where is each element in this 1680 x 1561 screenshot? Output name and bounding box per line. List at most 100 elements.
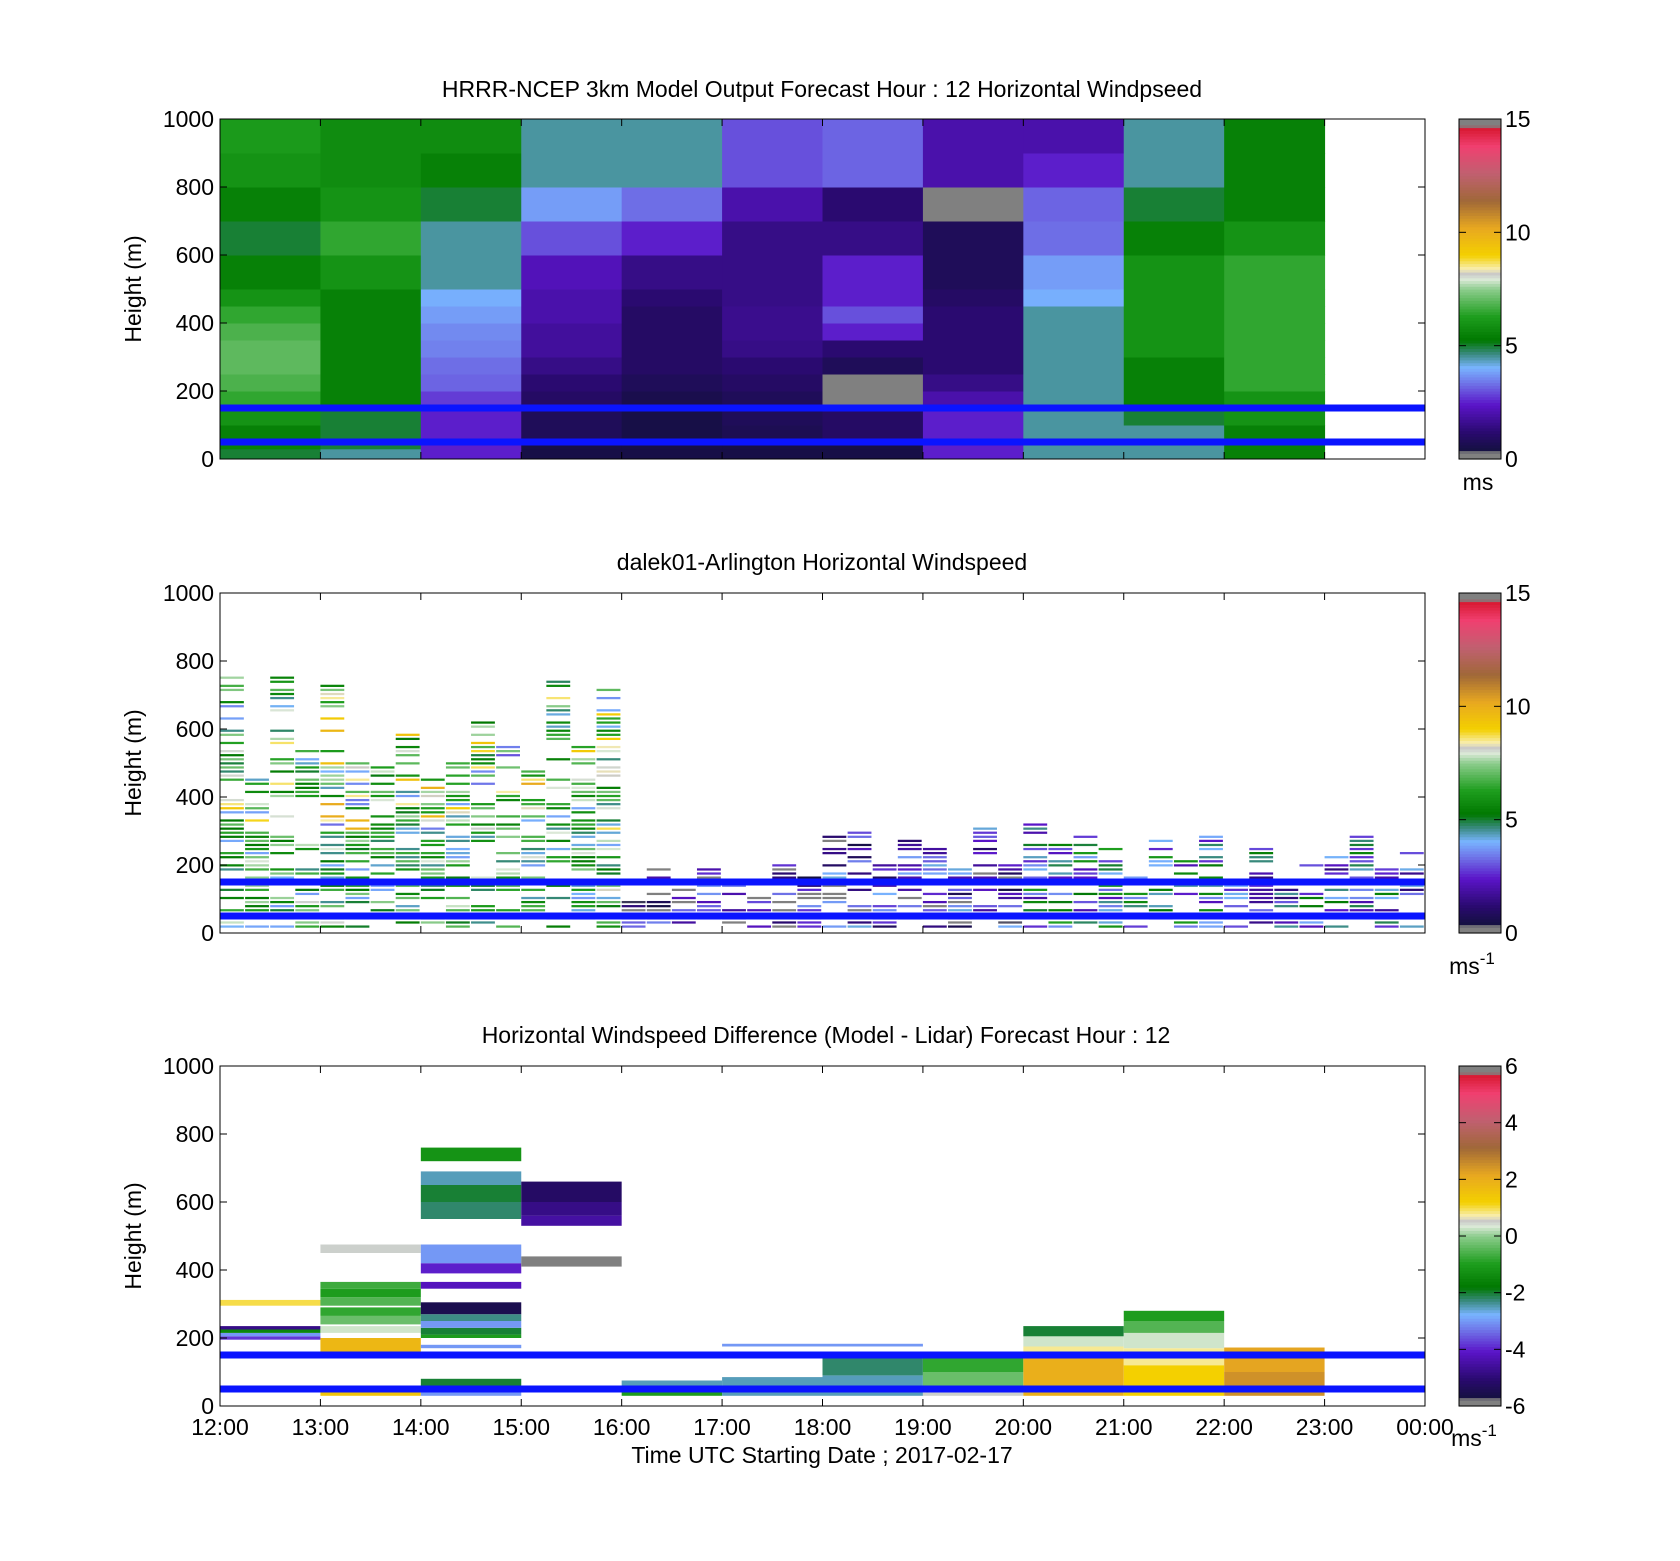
- sample-cell: [1199, 835, 1223, 838]
- sample-cell: [471, 803, 495, 806]
- colorbar-step: [1459, 839, 1501, 843]
- sample-cell: [496, 868, 520, 871]
- sample-cell: [1048, 872, 1073, 875]
- sample-cell: [445, 847, 470, 851]
- colorbar-step: [1459, 802, 1501, 807]
- heatmap-cell: [220, 425, 321, 440]
- sample-cell: [1374, 909, 1399, 912]
- sample-cell: [395, 745, 420, 749]
- sample-cell: [370, 831, 395, 834]
- sample-cell: [320, 774, 345, 777]
- sample-cell: [521, 909, 546, 912]
- sample-cell: [1173, 921, 1198, 924]
- sample-cell: [220, 688, 244, 692]
- sample-cell: [546, 856, 571, 859]
- sample-cell: [220, 705, 244, 708]
- x-tick-label: 14:00: [392, 1414, 450, 1440]
- sample-cell: [395, 921, 420, 924]
- sample-cell: [320, 823, 345, 826]
- colorbar-step: [1459, 444, 1501, 449]
- sample-cell: [220, 684, 244, 687]
- sample-cell: [220, 803, 244, 806]
- heatmap-cell: [420, 1202, 522, 1219]
- sample-cell: [872, 868, 897, 871]
- sample-cell: [320, 794, 345, 798]
- sample-cell: [521, 803, 546, 806]
- sample-cell: [1098, 872, 1123, 875]
- colorbar-step: [1459, 1176, 1501, 1180]
- sample-cell: [822, 852, 847, 855]
- colorbar-step: [1459, 439, 1501, 443]
- sample-cell: [295, 843, 320, 847]
- y-tick-label: 400: [176, 784, 214, 810]
- colorbar-step: [1459, 150, 1501, 154]
- sample-cell: [220, 856, 244, 859]
- sample-cell: [1048, 843, 1073, 847]
- colorbar-step: [1459, 405, 1501, 409]
- sample-cell: [270, 692, 295, 696]
- panel-model-ylabel: Height (m): [120, 235, 146, 342]
- sample-cell: [1073, 856, 1098, 859]
- sample-cell: [571, 778, 596, 781]
- colorbar-step: [1459, 595, 1501, 600]
- sample-cell: [220, 864, 244, 867]
- colorbar-step: [1459, 734, 1501, 739]
- colorbar-step: [1459, 1224, 1501, 1229]
- colorbar-step: [1459, 884, 1501, 889]
- heatmap-cell: [722, 323, 823, 341]
- sample-cell: [370, 909, 395, 912]
- colorbar-step: [1459, 916, 1501, 920]
- heatmap-cell: [1023, 374, 1125, 392]
- sample-cell: [420, 872, 445, 875]
- sample-cell: [1374, 921, 1399, 924]
- heatmap-cell: [320, 391, 422, 409]
- colorbar-step: [1459, 1165, 1501, 1169]
- sample-cell: [596, 770, 621, 773]
- sample-cell: [546, 713, 571, 716]
- colorbar-step: [1459, 1159, 1501, 1163]
- heatmap-cell: [1123, 1310, 1225, 1321]
- sample-cell: [445, 876, 470, 879]
- sample-cell: [270, 737, 295, 741]
- colorbar-step: [1459, 167, 1501, 171]
- sample-cell: [420, 876, 445, 879]
- colorbar-step: [1459, 1207, 1501, 1212]
- heatmap-cell: [1123, 153, 1225, 188]
- sample-cell: [370, 884, 395, 887]
- sample-cell: [596, 745, 621, 749]
- sample-cell: [245, 900, 269, 904]
- sample-cell: [395, 864, 420, 867]
- sample-cell: [998, 876, 1023, 879]
- sample-cell: [245, 856, 269, 859]
- sample-cell: [797, 896, 822, 900]
- sample-cell: [220, 909, 244, 912]
- colorbar-step: [1459, 155, 1501, 160]
- colorbar-step: [1459, 1071, 1501, 1076]
- heatmap-cell: [220, 119, 321, 154]
- sample-cell: [471, 766, 495, 769]
- sample-cell: [772, 892, 797, 896]
- sample-cell: [521, 876, 546, 879]
- heatmap-cell: [521, 448, 623, 460]
- sample-cell: [546, 737, 571, 741]
- colorbar-step: [1459, 1312, 1501, 1316]
- sample-cell: [922, 892, 947, 896]
- sample-cell: [370, 794, 395, 798]
- colorbar-step: [1459, 638, 1501, 642]
- sample-cell: [395, 856, 420, 859]
- colorbar-step: [1459, 692, 1501, 696]
- colorbar-step: [1459, 726, 1501, 730]
- y-tick-label: 800: [176, 174, 214, 200]
- colorbar-step: [1459, 1374, 1501, 1379]
- sample-cell: [1073, 892, 1098, 896]
- sample-cell: [345, 790, 370, 794]
- sample-cell: [395, 778, 420, 781]
- sample-cell: [471, 741, 495, 745]
- sample-cell: [546, 896, 571, 900]
- sample-cell: [270, 705, 295, 708]
- sample-cell: [822, 839, 847, 843]
- heatmap-cell: [521, 153, 623, 188]
- sample-cell: [320, 831, 345, 834]
- sample-cell: [496, 884, 520, 887]
- colorbar-step: [1459, 717, 1501, 722]
